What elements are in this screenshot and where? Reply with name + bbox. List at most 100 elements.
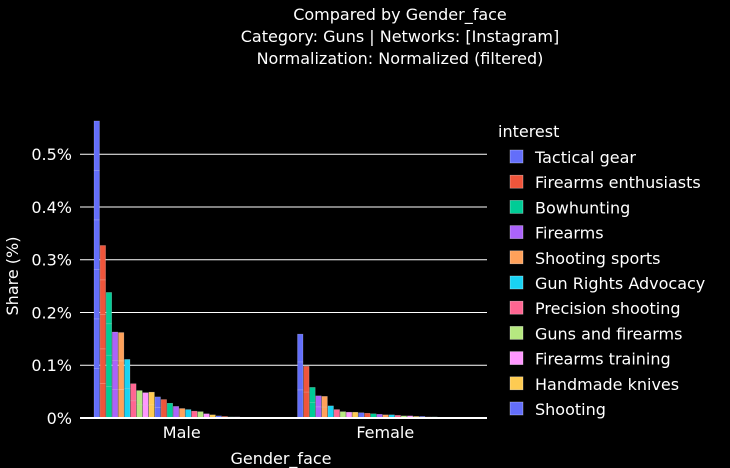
bar-segment xyxy=(179,408,186,419)
legend-label: Handmade knives xyxy=(535,375,679,394)
legend-swatch xyxy=(509,401,524,416)
bar-segment xyxy=(309,387,316,403)
bar-female xyxy=(327,405,334,419)
legend-label: Bowhunting xyxy=(535,198,630,217)
bar-female xyxy=(315,395,322,419)
chart-title-line-1: Compared by Gender_face xyxy=(293,5,507,25)
legend-label: Shooting sports xyxy=(535,249,660,268)
bar-male xyxy=(148,391,155,419)
bar-segment xyxy=(191,410,198,419)
legend-item[interactable]: Shooting sports xyxy=(509,249,660,268)
legend-item[interactable]: Shooting xyxy=(509,400,606,419)
bar-segment xyxy=(105,354,112,387)
legend-swatch xyxy=(509,200,524,214)
legend-label: Gun Rights Advocacy xyxy=(535,274,705,293)
bar-segment xyxy=(160,399,167,419)
legend-swatch xyxy=(509,326,524,340)
bar-segment xyxy=(327,405,334,419)
y-axis-title: Share (%) xyxy=(3,237,22,316)
legend-label: Precision shooting xyxy=(535,299,681,318)
bar-segment xyxy=(130,400,137,419)
bar-segment xyxy=(303,366,310,393)
bar-segment xyxy=(124,388,131,419)
legend-swatch xyxy=(509,149,524,164)
y-tick-label: 0.4% xyxy=(31,198,72,217)
gridlines xyxy=(80,153,487,366)
bar-segment xyxy=(173,406,180,419)
bar-segment xyxy=(93,368,100,419)
legend-label: Firearms training xyxy=(535,350,671,369)
legend-swatch xyxy=(509,225,524,239)
bar-segment xyxy=(93,269,100,320)
bar-segment xyxy=(118,360,125,390)
y-axis-ticks: 0% 0.1% 0.2% 0.3% 0.4% 0.5% xyxy=(31,145,72,428)
y-tick-label: 0.1% xyxy=(31,356,72,375)
legend-item[interactable]: Bowhunting xyxy=(509,198,630,217)
bar-segment xyxy=(105,323,112,356)
bar-segment xyxy=(118,389,125,419)
bar-segment xyxy=(142,392,149,406)
legend: interest Tactical gear Firearms enthusias… xyxy=(498,122,705,419)
legend-item[interactable]: Guns and firearms xyxy=(509,324,682,343)
bar-segment xyxy=(148,391,155,406)
bar-segment xyxy=(93,318,100,369)
bar-segment xyxy=(99,314,106,350)
legend-swatch xyxy=(509,275,524,290)
y-tick-label: 0.2% xyxy=(31,303,72,322)
bar-male xyxy=(99,245,106,419)
bar-segment xyxy=(154,396,161,408)
bar-female xyxy=(321,396,328,419)
bar-segment xyxy=(105,292,112,325)
y-tick-label: 0% xyxy=(47,409,72,428)
legend-swatch xyxy=(509,376,524,391)
bar-male xyxy=(124,359,131,419)
legend-item[interactable]: Firearms training xyxy=(509,350,671,369)
bar-segment xyxy=(315,395,322,408)
legend-label: Firearms xyxy=(535,224,604,243)
bar-segment xyxy=(142,405,149,419)
bar-male xyxy=(154,396,161,419)
bar-segment xyxy=(185,409,192,419)
bar-segment xyxy=(309,402,316,419)
legend-item[interactable]: Firearms enthusiasts xyxy=(509,173,701,192)
x-axis-title: Gender_face xyxy=(230,449,331,468)
legend-item[interactable]: Firearms xyxy=(509,224,604,243)
bar-segment xyxy=(99,245,106,281)
bar-male xyxy=(130,383,137,419)
bar-segment xyxy=(297,333,304,363)
bar-male xyxy=(136,390,143,419)
chart-title: Compared by Gender_face Category: Guns |… xyxy=(241,5,559,68)
bar-segment xyxy=(333,409,340,419)
bar-segment xyxy=(118,332,125,362)
bar-male xyxy=(185,409,192,419)
legend-item[interactable]: Tactical gear xyxy=(509,148,636,167)
bar-male xyxy=(105,292,112,419)
legend-label: Guns and firearms xyxy=(535,324,682,343)
chart-title-line-3: Normalization: Normalized (filtered) xyxy=(257,49,544,68)
bar-segment xyxy=(297,361,304,391)
bar-segment xyxy=(99,348,106,384)
bar-female xyxy=(303,366,310,419)
bar-segment xyxy=(148,404,155,419)
bar-male xyxy=(191,410,198,419)
legend-swatch xyxy=(509,174,524,189)
bar-segment xyxy=(99,279,106,315)
legend-item[interactable]: Precision shooting xyxy=(509,299,681,318)
bar-segment xyxy=(93,170,100,221)
legend-label: Tactical gear xyxy=(534,148,636,167)
legend-swatch xyxy=(509,300,524,315)
chart-title-line-2: Category: Guns | Networks: [Instagram] xyxy=(241,27,559,46)
bar-male xyxy=(166,402,173,419)
legend-item[interactable]: Handmade knives xyxy=(509,375,679,394)
bar-segment xyxy=(321,406,328,419)
bar-segment xyxy=(321,396,328,408)
legend-title: interest xyxy=(498,122,559,141)
legend-item[interactable]: Gun Rights Advocacy xyxy=(509,274,705,293)
bar-segment xyxy=(93,120,100,171)
bar-segment xyxy=(303,391,310,419)
bar-female xyxy=(297,333,304,419)
legend-label: Firearms enthusiasts xyxy=(535,173,701,192)
bar-segment xyxy=(130,383,137,402)
bar-segment xyxy=(112,331,119,361)
bar-male xyxy=(112,331,119,419)
